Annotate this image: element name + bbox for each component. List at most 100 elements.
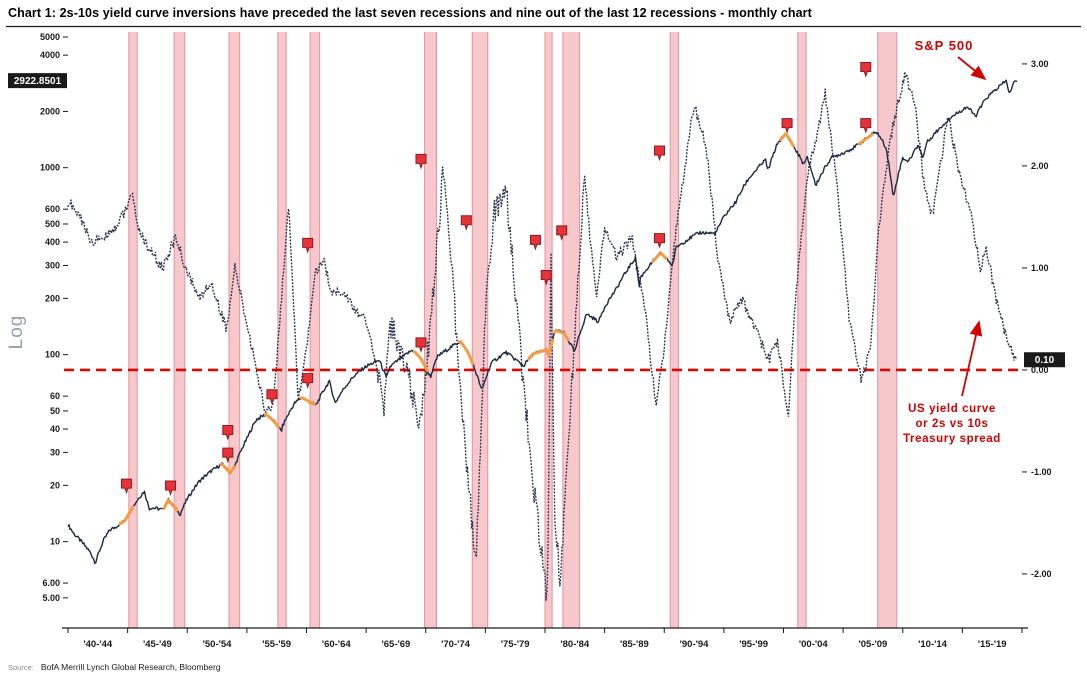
x-tick-label: '55-'59 xyxy=(262,639,291,650)
x-tick-label: '90-'94 xyxy=(680,639,710,650)
annotations: S&P 500 US yield curve or 2s vs 10s Treasur… xyxy=(903,38,1001,445)
left-tick-label: 5000 xyxy=(40,32,60,42)
inversion-highlight xyxy=(538,338,555,360)
sp-last-price-box xyxy=(8,73,67,89)
recession-band xyxy=(877,32,897,628)
left-tick-label: 50 xyxy=(50,406,60,416)
yield-curve-annotation-arrow xyxy=(961,320,983,397)
left-tick-label: 300 xyxy=(45,260,60,270)
inversion-flag-marker xyxy=(120,478,132,495)
left-tick-label: 100 xyxy=(45,350,60,360)
recession-band xyxy=(424,32,437,628)
left-tick-label: 500 xyxy=(45,219,60,229)
spread-last-value-box xyxy=(1024,352,1065,368)
x-tick-label: '10-'14 xyxy=(918,639,948,650)
yield-curve-annotation: Treasury spread xyxy=(903,433,1001,445)
inversion-flag-marker xyxy=(529,234,541,251)
x-axis: '40-'44 '45-'49 '50-'54 '55-'59 '60-'64 '65-'… xyxy=(62,627,1028,650)
inversion-highlight xyxy=(458,340,475,366)
left-tick-label: 200 xyxy=(45,293,60,303)
spread-series xyxy=(67,71,1018,601)
x-tick-label: '65-'69 xyxy=(382,639,411,650)
right-tick-label: -1.00 xyxy=(1031,467,1052,477)
last-value-labels: 2922.8501 0.10 xyxy=(8,73,1065,368)
inversion-flag-marker xyxy=(302,237,314,254)
inversion-flag-marker xyxy=(781,118,793,134)
left-tick-label: 2000 xyxy=(40,106,60,116)
inversion-highlight xyxy=(299,396,316,406)
inversion-flag-marker xyxy=(266,389,278,405)
inversion-flag-marker xyxy=(860,118,872,134)
right-tick-label: 1.00 xyxy=(1031,263,1049,273)
x-tick-label: '40-'44 xyxy=(83,639,113,650)
inversion-highlight xyxy=(553,328,570,342)
left-tick-label: 4000 xyxy=(40,50,60,60)
yield-curve-annotation: US yield curve xyxy=(908,403,996,415)
inversion-highlight xyxy=(219,462,236,476)
left-tick-label: 400 xyxy=(45,237,60,247)
inversion-flag-marker xyxy=(860,62,872,78)
source-text: BofA Merrill Lynch Global Research, Bloo… xyxy=(40,662,221,672)
right-tick-label: -2.00 xyxy=(1031,569,1052,579)
inversion-flag-markers xyxy=(120,62,872,497)
recession-band xyxy=(310,32,320,628)
source-line: Source: BofA Merrill Lynch Global Researc… xyxy=(8,662,221,672)
right-axis: 3.00 2.00 1.00 0.00 -1.00 -2.00 xyxy=(1022,59,1052,579)
x-tick-label: '95-'99 xyxy=(739,639,768,650)
inversion-flag-marker xyxy=(222,447,234,464)
left-tick-label: 40 xyxy=(50,424,60,434)
right-tick-label: 2.00 xyxy=(1031,161,1049,171)
x-tick-label: '05-'09 xyxy=(859,639,888,650)
x-tick-label: '70-'74 xyxy=(441,639,471,650)
inversion-flag-marker xyxy=(540,270,552,286)
x-tick-label: '50-'54 xyxy=(203,639,233,650)
log-axis-label: Log xyxy=(6,315,27,350)
yield-curve-annotation: or 2s vs 10s xyxy=(915,418,988,430)
left-tick-label: 30 xyxy=(50,447,60,457)
sp500-annotation: S&P 500 xyxy=(915,38,974,53)
inversion-highlight xyxy=(162,498,179,512)
inversion-highlights xyxy=(118,132,874,526)
left-tick-label: 5.00 xyxy=(42,593,60,603)
inversion-flag-marker xyxy=(653,233,665,249)
recession-band xyxy=(562,32,580,628)
spread-last-value-label: 0.10 xyxy=(1035,355,1055,366)
recession-band xyxy=(277,32,287,628)
inversion-highlight xyxy=(118,505,135,526)
x-tick-label: '00-'04 xyxy=(799,639,829,650)
inversion-highlight xyxy=(779,132,795,148)
x-tick-label: '85-'89 xyxy=(620,639,649,650)
x-tick-label: '60-'64 xyxy=(322,639,352,650)
source-prefix: Source: xyxy=(8,663,34,672)
spread-series-line xyxy=(67,71,1018,601)
chart-title: Chart 1: 2s-10s yield curve inversions h… xyxy=(8,6,812,20)
left-tick-label: 1000 xyxy=(40,163,60,173)
right-tick-label: 0.00 xyxy=(1031,365,1049,375)
x-tick-label: '15-'19 xyxy=(978,639,1007,650)
recession-band xyxy=(670,32,679,628)
left-tick-label: 60 xyxy=(50,391,60,401)
inversion-flag-marker xyxy=(222,425,234,441)
recession-band xyxy=(128,32,138,628)
sp500-series-line xyxy=(67,79,1018,565)
inversion-highlight xyxy=(412,350,429,372)
sp500-series xyxy=(67,79,1018,565)
inversion-highlight xyxy=(651,251,668,263)
inversion-flag-marker xyxy=(302,373,314,389)
recession-band xyxy=(174,32,185,628)
x-tick-label: '80-'84 xyxy=(560,639,590,650)
right-tick-label: 3.00 xyxy=(1031,59,1049,69)
inversion-flag-marker xyxy=(165,480,177,497)
inversion-flag-marker xyxy=(653,145,665,162)
recession-band xyxy=(545,32,553,628)
left-tick-label: 6.00 xyxy=(42,578,60,588)
inversion-highlight xyxy=(263,413,280,429)
x-tick-label: '75-'79 xyxy=(501,639,530,650)
left-axis: 5000 4000 2000 1000 600 500 400 300 200 100 60 50 40… xyxy=(6,32,68,603)
recession-bands xyxy=(128,32,898,628)
inversion-flag-marker xyxy=(415,337,427,353)
inversion-highlight xyxy=(857,133,874,146)
recession-band xyxy=(797,32,807,628)
